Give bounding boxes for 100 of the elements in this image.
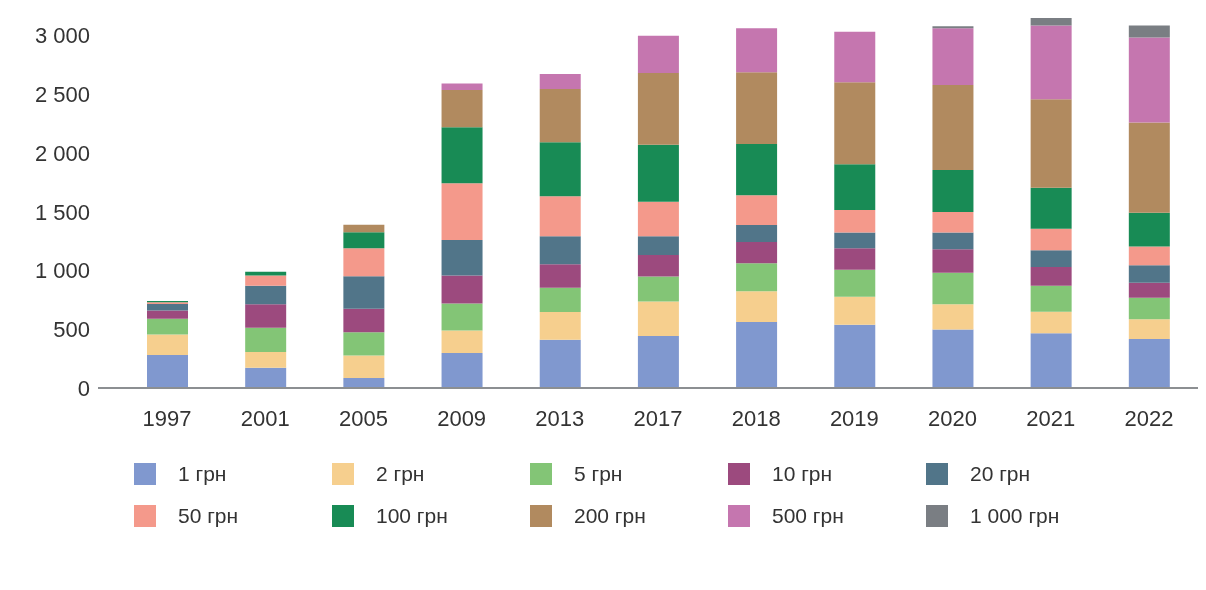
bar	[932, 272, 974, 305]
legend-label: 2 грн	[376, 462, 425, 486]
bar	[834, 232, 876, 249]
bar	[1128, 25, 1170, 38]
bar	[1128, 297, 1170, 320]
bar	[736, 225, 778, 242]
bar	[834, 248, 876, 270]
bar	[343, 248, 385, 277]
bar	[539, 196, 581, 237]
legend-label: 5 грн	[574, 462, 623, 486]
bar	[637, 276, 679, 302]
y-tick-label: 2 000	[34, 140, 90, 166]
bar	[539, 264, 581, 288]
bar	[637, 35, 679, 74]
x-tick-label: 2018	[731, 405, 781, 431]
bar	[736, 28, 778, 73]
x-tick-label: 2022	[1124, 405, 1174, 431]
bar	[539, 88, 581, 143]
bar	[1030, 18, 1072, 26]
bar	[1128, 282, 1170, 298]
bar	[245, 275, 287, 286]
bar	[1128, 338, 1170, 388]
bar	[343, 355, 385, 379]
y-tick-label: 0	[77, 375, 90, 401]
y-tick-label: 2 500	[34, 82, 90, 108]
bar	[343, 224, 385, 233]
bar	[834, 210, 876, 233]
legend-label: 100 грн	[376, 504, 448, 528]
bar	[441, 303, 483, 331]
x-tick-label: 2001	[240, 405, 290, 431]
bar	[1128, 265, 1170, 283]
y-tick-label: 500	[53, 317, 90, 343]
legend-label: 20 грн	[970, 462, 1031, 486]
bar	[1128, 37, 1170, 123]
bar	[1128, 212, 1170, 247]
bar	[1030, 250, 1072, 268]
bar	[736, 291, 778, 323]
bar	[834, 324, 876, 388]
x-tick-label: 2009	[437, 405, 487, 431]
legend-label: 1 грн	[178, 462, 227, 486]
bar	[1030, 285, 1072, 312]
bar	[736, 143, 778, 196]
legend-label: 10 грн	[772, 462, 833, 486]
bar	[1128, 319, 1170, 339]
bar	[147, 355, 188, 388]
bar	[245, 285, 287, 305]
bar	[441, 183, 483, 241]
x-tick-label: 2021	[1026, 405, 1076, 431]
bar	[932, 169, 974, 212]
bar	[441, 240, 483, 276]
x-tick-label: 2013	[535, 405, 585, 431]
bar	[441, 83, 483, 90]
bar	[932, 329, 974, 388]
bar	[1030, 228, 1072, 251]
bar	[1030, 267, 1072, 286]
bar	[1030, 333, 1072, 388]
bar	[932, 28, 974, 86]
bar	[932, 211, 974, 233]
bar	[1030, 25, 1072, 100]
bar	[441, 275, 483, 304]
bar	[245, 327, 287, 352]
legend-label: 50 грн	[178, 504, 239, 528]
bar	[1030, 311, 1072, 334]
bar	[343, 232, 385, 249]
bar	[539, 311, 581, 340]
bar	[834, 82, 876, 165]
bar	[343, 308, 385, 333]
bar	[147, 310, 188, 319]
bar	[441, 352, 483, 388]
bar	[637, 336, 679, 388]
bar	[637, 144, 679, 202]
bar	[147, 304, 188, 311]
bar	[441, 127, 483, 184]
bar	[245, 304, 287, 328]
bar	[343, 276, 385, 309]
x-tick-label: 2019	[829, 405, 879, 431]
bar	[834, 296, 876, 325]
bar	[343, 332, 385, 356]
bar	[637, 254, 679, 277]
y-tick-label: 1 000	[34, 258, 90, 284]
bar	[441, 330, 483, 353]
bar	[637, 301, 679, 337]
bar	[736, 72, 778, 144]
bar	[245, 351, 287, 368]
bar	[147, 318, 188, 335]
bar	[834, 31, 876, 83]
bar	[1128, 246, 1170, 266]
bar	[834, 269, 876, 297]
bar	[539, 142, 581, 197]
legend-label: 1 000 грн	[970, 504, 1060, 528]
bar	[637, 201, 679, 237]
bar	[637, 236, 679, 255]
bar	[736, 322, 778, 388]
x-tick-label: 2017	[633, 405, 683, 431]
bar	[1030, 99, 1072, 188]
bar	[736, 195, 778, 226]
bar	[736, 263, 778, 292]
x-tick-label: 2005	[338, 405, 388, 431]
bar	[1128, 122, 1170, 213]
legend-label: 500 грн	[772, 504, 844, 528]
